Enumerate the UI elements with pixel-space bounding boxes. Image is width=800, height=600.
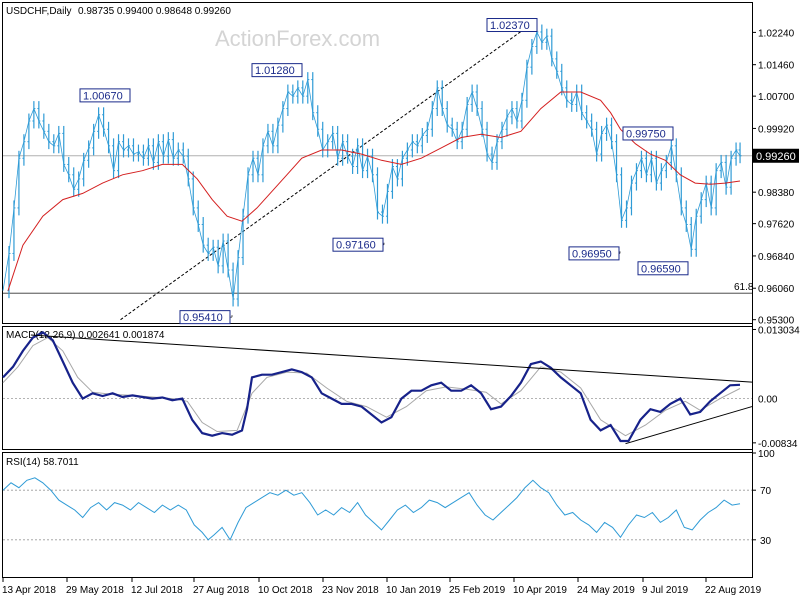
rsi-panel [2, 452, 753, 578]
price-ohlc: 0.98735 0.99400 0.98648 0.99260 [78, 6, 231, 17]
macd-support-line [625, 406, 753, 445]
annotation-label: 1.01280 [255, 65, 295, 77]
macd-panel [2, 326, 753, 450]
rsi-axis-label: 70 [760, 486, 772, 497]
price-series [2, 30, 741, 300]
price-axis-label: 0.95300 [758, 316, 795, 327]
macd-series [2, 330, 741, 443]
macd-resistance-line [30, 334, 753, 383]
price-axis-label: 0.97620 [758, 220, 795, 231]
axis-layer: 1.02240 1.01460 1.00700 0.99920 0.98380 0.976… [2, 28, 800, 596]
rsi-axis-label: 100 [758, 449, 775, 460]
price-trendline [120, 25, 530, 321]
fib-level-label: 61.8 [734, 282, 754, 293]
annotation-box [179, 310, 231, 325]
current-price-tag [753, 148, 799, 163]
annotation-box [79, 88, 131, 103]
price-panel [2, 2, 753, 324]
macd-axis-label: -0.00834 [758, 439, 798, 450]
price-title: USDCHF,Daily [6, 6, 72, 17]
x-axis-label: 10 Apr 2019 [513, 585, 567, 596]
annotation-label: 0.96590 [641, 263, 681, 275]
x-axis-label: 24 May 2019 [577, 585, 635, 596]
macd-axis-label: 0.013034 [758, 325, 800, 336]
macd-zero-tag [753, 391, 781, 405]
x-axis-label: 9 Jul 2019 [642, 585, 689, 596]
ma-series [7, 91, 741, 291]
price-axis-label: 0.99920 [758, 124, 795, 135]
price-layer: 61.8 1.00670 1.01280 0.95410 0.97160 1.02370 0… [2, 18, 754, 325]
macd-zero-tag-text: 0.00 [758, 395, 778, 406]
annotation-label: 0.99750 [626, 128, 666, 140]
rsi-title: RSI(14) 58.7011 [6, 457, 79, 468]
annotation-box [568, 246, 620, 261]
x-axis-label: 13 Apr 2018 [2, 585, 56, 596]
annotation-box [486, 18, 538, 33]
rsi-layer [2, 477, 752, 541]
annotation-label: 1.00670 [83, 90, 123, 102]
x-axis-label: 27 Aug 2018 [193, 585, 250, 596]
x-axis-label: 22 Aug 2019 [705, 585, 762, 596]
annotation-label: 1.02370 [490, 20, 530, 32]
annotation-label: 0.96950 [572, 248, 612, 260]
rsi-axis-label: 30 [760, 536, 772, 547]
watermark: ActionForex.com [215, 26, 380, 51]
rsi-series [2, 477, 741, 541]
annotation-label: 0.95410 [183, 312, 223, 324]
x-axis-label: 10 Jan 2019 [386, 585, 441, 596]
price-axis-label: 0.96840 [758, 252, 795, 263]
price-axis-label: 0.96060 [758, 284, 795, 295]
price-axis-label: 1.00700 [758, 92, 795, 103]
price-axis-label: 1.01460 [758, 61, 795, 72]
x-axis-label: 12 Jul 2018 [131, 585, 183, 596]
annotation-box [637, 261, 689, 276]
x-axis-label: 25 Feb 2019 [449, 585, 506, 596]
x-axis-label: 23 Nov 2018 [322, 585, 379, 596]
current-price-tag-text: 0.99260 [756, 151, 796, 163]
macd-layer [2, 330, 753, 445]
annotation-box [332, 237, 384, 252]
price-axis-label: 0.98380 [758, 188, 795, 199]
annotation-box [622, 126, 674, 141]
macd-title: MACD(12,26,9) 0.002641 0.001874 [6, 330, 165, 341]
annotation-label: 0.97160 [336, 240, 376, 252]
x-axis-label: 10 Oct 2018 [258, 585, 313, 596]
x-axis-label: 29 May 2018 [66, 585, 124, 596]
price-axis-label: 1.02240 [758, 28, 795, 39]
annotation-box [251, 63, 303, 78]
